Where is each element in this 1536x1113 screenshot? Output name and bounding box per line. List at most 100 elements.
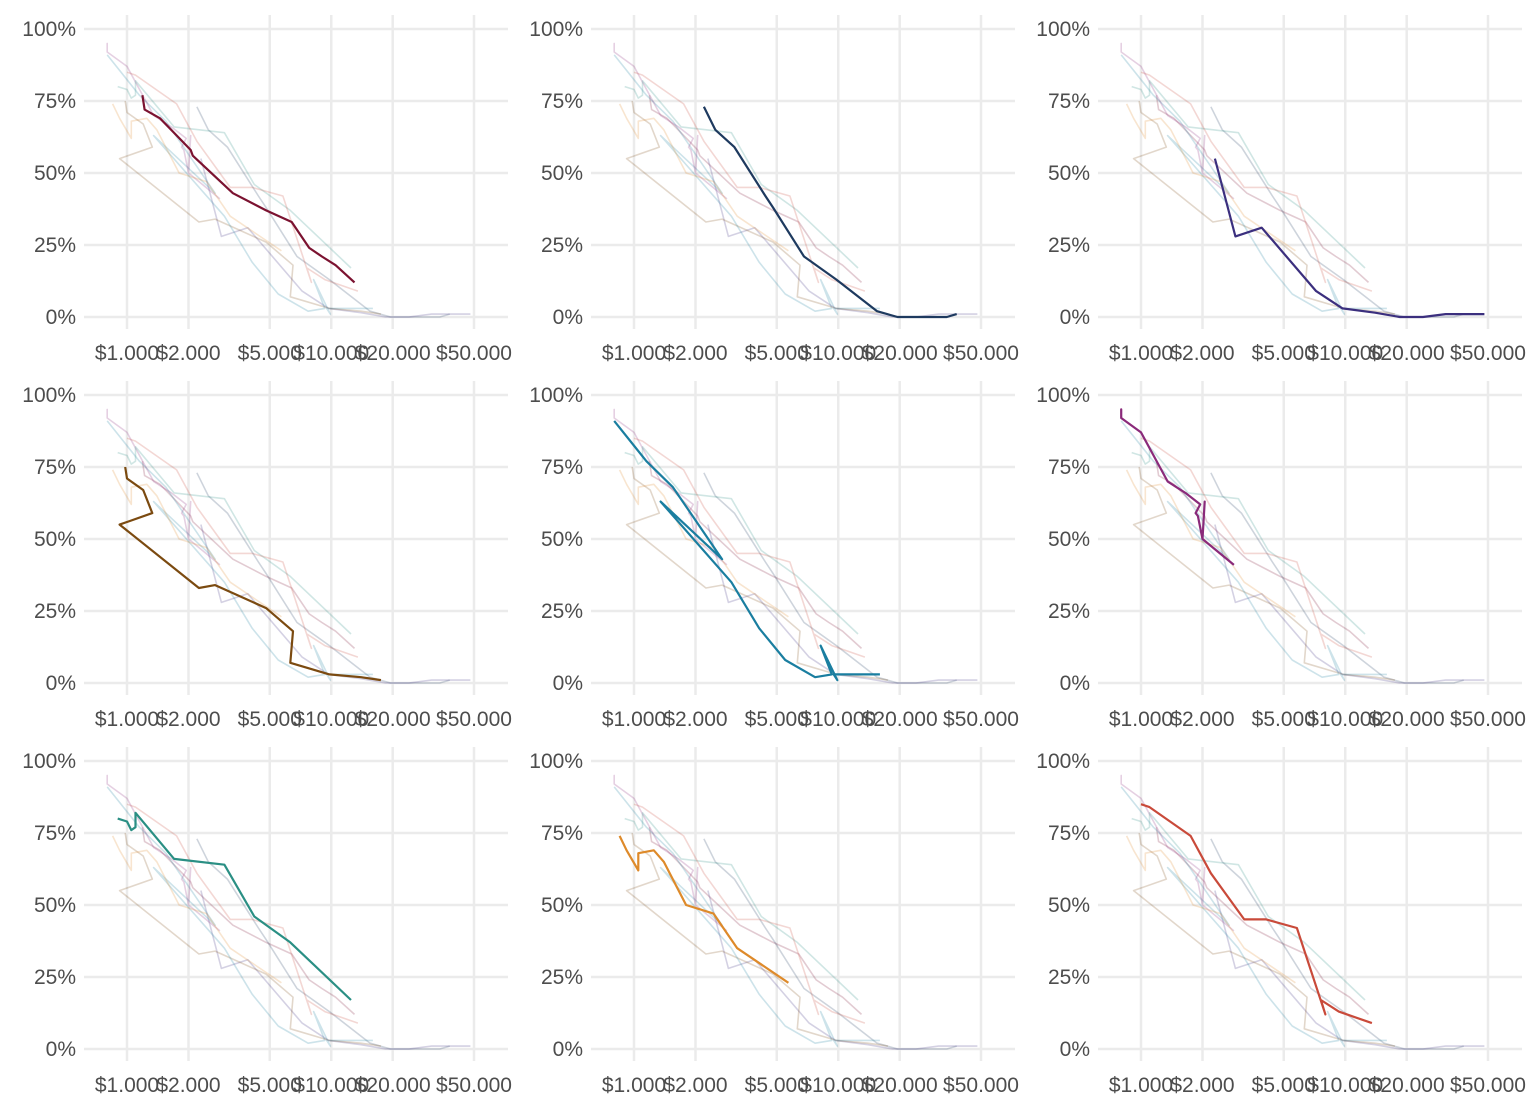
y-tick-label: 50% bbox=[34, 162, 76, 185]
y-tick-label: 75% bbox=[1048, 822, 1090, 845]
background-series-line bbox=[106, 408, 221, 566]
x-tick-label: $50.000 bbox=[1450, 342, 1526, 365]
x-tick-label: $5.000 bbox=[1252, 342, 1316, 365]
background-series-line bbox=[1131, 811, 1366, 1001]
y-tick-label: 0% bbox=[46, 1038, 76, 1061]
y-tick-label: 0% bbox=[553, 672, 583, 695]
background-series-line bbox=[126, 71, 359, 292]
x-tick-label: $1.000 bbox=[1109, 1074, 1173, 1097]
background-series-line bbox=[1125, 103, 1296, 252]
x-tick-label: $1.000 bbox=[602, 708, 666, 731]
x-tick-label: $10.000 bbox=[800, 1074, 876, 1097]
x-tick-label: $50.000 bbox=[943, 342, 1019, 365]
background-series-line bbox=[1210, 106, 1464, 318]
x-tick-label: $20.000 bbox=[355, 1074, 431, 1097]
highlighted-series-line bbox=[1120, 408, 1235, 566]
x-tick-label: $5.000 bbox=[745, 1074, 809, 1097]
x-tick-label: $20.000 bbox=[1369, 342, 1445, 365]
x-tick-label: $1.000 bbox=[95, 1074, 159, 1097]
y-tick-label: 50% bbox=[1048, 162, 1090, 185]
y-tick-label: 50% bbox=[34, 528, 76, 551]
background-series-line bbox=[1140, 71, 1373, 292]
x-tick-label: $5.000 bbox=[238, 342, 302, 365]
x-tick-label: $2.000 bbox=[156, 1074, 220, 1097]
background-series-line bbox=[106, 42, 221, 200]
y-tick-label: 25% bbox=[1048, 234, 1090, 257]
x-tick-label: $20.000 bbox=[1369, 708, 1445, 731]
background-series-line bbox=[1214, 890, 1485, 1050]
background-series-line bbox=[1155, 95, 1370, 283]
y-tick-label: 75% bbox=[541, 456, 583, 479]
y-tick-label: 100% bbox=[1036, 18, 1090, 41]
y-tick-label: 50% bbox=[34, 894, 76, 917]
background-series-line bbox=[1210, 838, 1464, 1050]
panel-7: 0% 25% 50% 75% 100% $1.000$2.000 $5.000$10.000… bbox=[22, 747, 512, 1097]
y-tick-label: 50% bbox=[541, 894, 583, 917]
background-series-line bbox=[707, 158, 978, 318]
x-tick-label: $5.000 bbox=[1252, 708, 1316, 731]
x-tick-label: $10.000 bbox=[293, 1074, 369, 1097]
background-series-line bbox=[1120, 42, 1235, 200]
y-tick-label: 0% bbox=[553, 1038, 583, 1061]
panel-3: 0% 25% 50% 75% 100% $1.000$2.000 $5.000$10.000… bbox=[1036, 15, 1526, 365]
highlighted-series-line bbox=[117, 811, 352, 1001]
x-tick-label: $2.000 bbox=[663, 708, 727, 731]
background-series-line bbox=[624, 80, 859, 269]
y-tick-label: 0% bbox=[1060, 1038, 1090, 1061]
x-tick-label: $5.000 bbox=[238, 1074, 302, 1097]
x-tick-label: $5.000 bbox=[745, 708, 809, 731]
x-tick-label: $1.000 bbox=[1109, 342, 1173, 365]
x-tick-label: $50.000 bbox=[436, 1074, 512, 1097]
background-series-line bbox=[106, 786, 373, 1047]
background-series-line bbox=[118, 832, 382, 1047]
x-tick-label: $50.000 bbox=[436, 342, 512, 365]
x-tick-label: $10.000 bbox=[1307, 708, 1383, 731]
background-series-line bbox=[648, 461, 863, 649]
background-series-line bbox=[200, 890, 471, 1050]
x-tick-label: $1.000 bbox=[95, 342, 159, 365]
background-series-line bbox=[707, 524, 978, 684]
background-series-line bbox=[1214, 524, 1485, 684]
y-tick-label: 0% bbox=[553, 306, 583, 329]
background-series-line bbox=[111, 835, 282, 984]
x-tick-label: $20.000 bbox=[862, 342, 938, 365]
background-series-line bbox=[1120, 786, 1387, 1047]
highlighted-series-line bbox=[613, 420, 880, 682]
background-series-line bbox=[1125, 469, 1296, 618]
y-tick-label: 100% bbox=[22, 750, 76, 773]
background-series-line bbox=[1155, 461, 1370, 649]
y-tick-label: 0% bbox=[46, 672, 76, 695]
x-tick-label: $2.000 bbox=[1170, 342, 1234, 365]
y-tick-label: 25% bbox=[541, 600, 583, 623]
y-tick-label: 25% bbox=[1048, 966, 1090, 989]
background-series-line bbox=[1131, 80, 1366, 269]
y-tick-label: 50% bbox=[1048, 894, 1090, 917]
x-tick-label: $50.000 bbox=[943, 708, 1019, 731]
y-tick-label: 100% bbox=[529, 750, 583, 773]
x-tick-label: $1.000 bbox=[95, 708, 159, 731]
background-series-line bbox=[106, 774, 221, 932]
background-series-line bbox=[613, 54, 880, 315]
y-tick-label: 100% bbox=[22, 384, 76, 407]
x-tick-label: $20.000 bbox=[862, 1074, 938, 1097]
highlighted-series-line bbox=[1140, 803, 1373, 1025]
background-series-line bbox=[1120, 774, 1235, 932]
x-tick-label: $2.000 bbox=[156, 342, 220, 365]
background-series-line bbox=[648, 95, 863, 283]
x-tick-label: $10.000 bbox=[1307, 1074, 1383, 1097]
background-series-line bbox=[111, 469, 282, 618]
x-tick-label: $1.000 bbox=[1109, 708, 1173, 731]
x-tick-label: $50.000 bbox=[943, 1074, 1019, 1097]
x-tick-label: $1.000 bbox=[602, 342, 666, 365]
background-series-line bbox=[613, 774, 728, 932]
x-tick-label: $1.000 bbox=[602, 1074, 666, 1097]
y-tick-label: 0% bbox=[46, 306, 76, 329]
x-tick-label: $5.000 bbox=[745, 342, 809, 365]
background-series-line bbox=[1125, 835, 1296, 984]
background-series-line bbox=[613, 408, 728, 566]
y-tick-label: 0% bbox=[1060, 306, 1090, 329]
y-tick-label: 25% bbox=[541, 966, 583, 989]
background-series-line bbox=[111, 103, 282, 252]
background-series-line bbox=[1132, 832, 1396, 1047]
